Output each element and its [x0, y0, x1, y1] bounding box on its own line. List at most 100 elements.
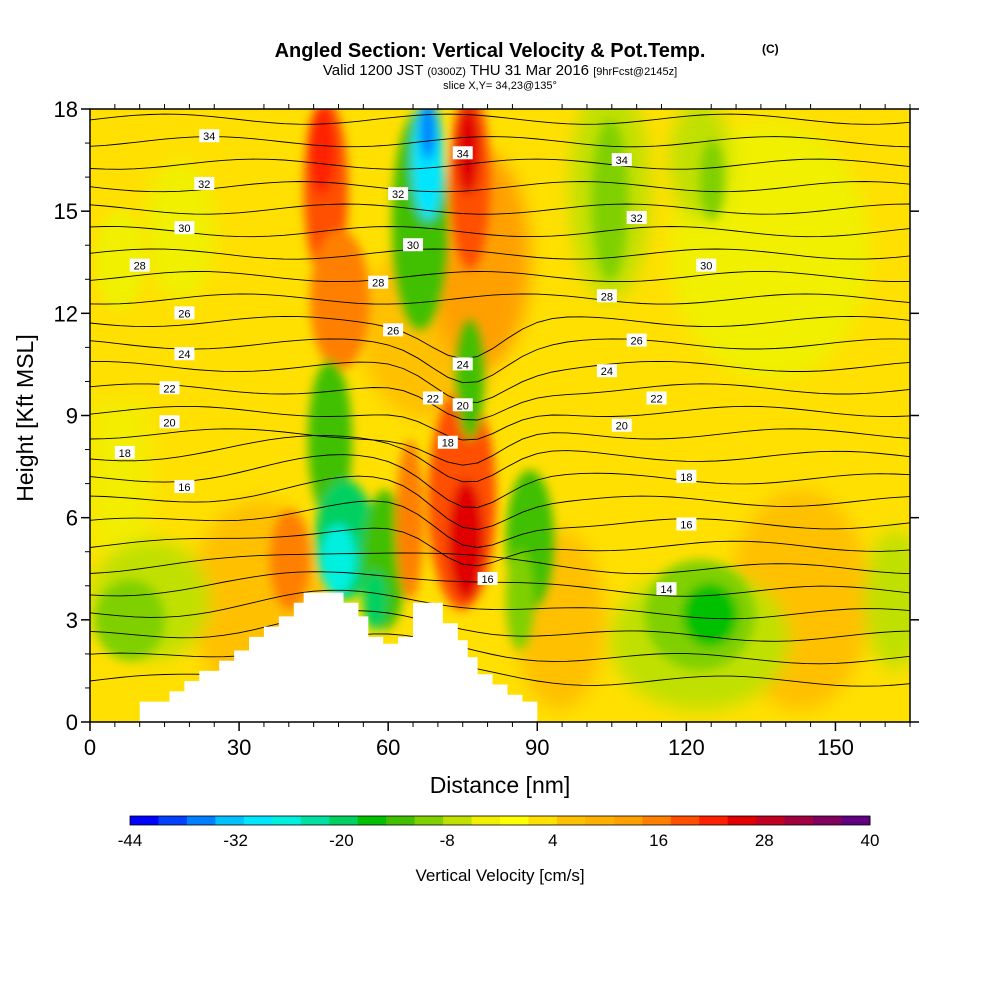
isentrope-line [90, 435, 910, 483]
contour-label: 16 [178, 482, 190, 494]
y-axis: 0 3 6 9 12 15 18 [54, 97, 919, 735]
colorbar-swatch [158, 816, 188, 825]
contour-label-box [696, 258, 717, 272]
isentrope-line [90, 158, 910, 170]
contour-label-box [626, 210, 647, 224]
contour-label-box [159, 381, 180, 395]
isentrope-line [90, 203, 910, 215]
colorbar-swatch [699, 816, 729, 825]
x-tick-label: 0 [84, 735, 96, 760]
colorbar-swatch [528, 816, 558, 825]
contour-label: 32 [392, 189, 404, 201]
contour-label: 24 [178, 349, 190, 361]
x-tick-label: 60 [376, 735, 400, 760]
contour-label: 22 [163, 383, 175, 395]
contour-label-box [437, 435, 458, 449]
isentrope-line [90, 136, 910, 148]
subtitle-valid: Valid 1200 JST [323, 62, 423, 79]
contour-label: 18 [119, 448, 131, 460]
contour-label-box [646, 391, 667, 405]
colorbar-swatch [243, 816, 273, 825]
contour-label: 26 [178, 308, 190, 320]
contour-label: 26 [387, 325, 399, 337]
isentrope-line [90, 610, 910, 642]
isentrope-line [90, 633, 910, 665]
contour-label: 18 [680, 472, 692, 484]
contour-label-box [596, 364, 617, 378]
contour-label: 30 [700, 261, 712, 273]
contour-label-box [676, 469, 697, 483]
contour-label: 30 [178, 223, 190, 235]
contour-label: 26 [631, 336, 643, 348]
colorbar-swatch [727, 816, 757, 825]
isentrope-line [90, 270, 910, 283]
contour-label-box [452, 398, 473, 412]
colorbar-swatch [670, 816, 700, 825]
x-tick-label: 150 [817, 735, 854, 760]
isentrope-line [90, 405, 910, 441]
colorbar-tick-label: 40 [861, 831, 880, 850]
contour-label-box [611, 418, 632, 432]
colorbar-swatch [756, 816, 786, 825]
colorbar-tick-label: 16 [649, 831, 668, 850]
colorbar-swatch [300, 816, 330, 825]
contour-label: 20 [616, 421, 628, 433]
contour-label: 28 [601, 291, 613, 303]
isentrope-line [90, 226, 910, 238]
y-tick-label: 0 [66, 710, 78, 735]
contour-label-box [452, 146, 473, 160]
slice-info: slice X,Y= 34,23@135° [443, 80, 557, 92]
isentrope-line [90, 360, 910, 403]
potential-temperature-contours [90, 113, 910, 687]
y-tick-label: 15 [54, 199, 78, 224]
contour-label-box [403, 238, 424, 252]
x-axis: 0 30 60 90 120 150 [84, 104, 911, 760]
colorbar-swatch [500, 816, 529, 825]
colorbar-swatch [471, 816, 501, 825]
terrain [139, 592, 538, 722]
colorbar-frame [129, 815, 871, 826]
contour-label-box [383, 323, 404, 337]
colorbar-tick-label: -8 [440, 831, 455, 850]
subtitle-forecast: [9hrFcst@2145z] [593, 66, 677, 78]
contour-label: 20 [163, 417, 175, 429]
contour-label-box [676, 517, 697, 531]
isentrope-line [90, 428, 910, 466]
colorbar-swatch [443, 816, 473, 825]
isentrope-line [90, 181, 910, 193]
isentrope-line [90, 383, 910, 421]
contour-label-box [174, 221, 195, 235]
contour-label: 32 [198, 179, 210, 191]
contour-label-box [174, 306, 195, 320]
isentrope-line [90, 338, 910, 384]
colorbar-swatch [386, 816, 416, 825]
colorbar-tick-label: -32 [223, 831, 248, 850]
colorbar-swatch [556, 816, 586, 825]
contour-labels: 34 32 30 28 26 24 22 20 18 16 32 30 28 26 34 24 22 20 18 16… [114, 129, 717, 596]
isentrope-line [90, 113, 910, 125]
contour-label: 32 [631, 213, 643, 225]
contour-label: 22 [650, 393, 662, 405]
isentrope-line [90, 527, 910, 567]
colorbar-tick-label: 28 [755, 831, 774, 850]
x-tick-label: 30 [227, 735, 251, 760]
contour-label-box [596, 289, 617, 303]
contour-label-box [477, 571, 498, 585]
contour-label-box [194, 176, 215, 190]
chart-title: Angled Section: Vertical Velocity & Pot.… [275, 40, 706, 62]
x-axis-label: Distance [nm] [430, 772, 571, 798]
colorbar-tick-label: -44 [118, 831, 143, 850]
contour-label: 34 [457, 148, 469, 160]
colorbar-swatch [813, 816, 843, 825]
contour-label-box [129, 258, 150, 272]
subtitle-utc: (0300Z) [427, 66, 466, 78]
contour-label-box [656, 582, 677, 596]
colorbar-swatch [272, 816, 302, 825]
contour-label-box [626, 333, 647, 347]
contour-label-box [422, 391, 443, 405]
contour-label-box [388, 187, 409, 201]
colorbar-swatch [215, 816, 245, 825]
contour-label: 34 [616, 155, 628, 167]
contour-label-box [199, 129, 220, 143]
chart-subtitle: Valid 1200 JST (0300Z) THU 31 Mar 2016 [… [323, 62, 677, 79]
